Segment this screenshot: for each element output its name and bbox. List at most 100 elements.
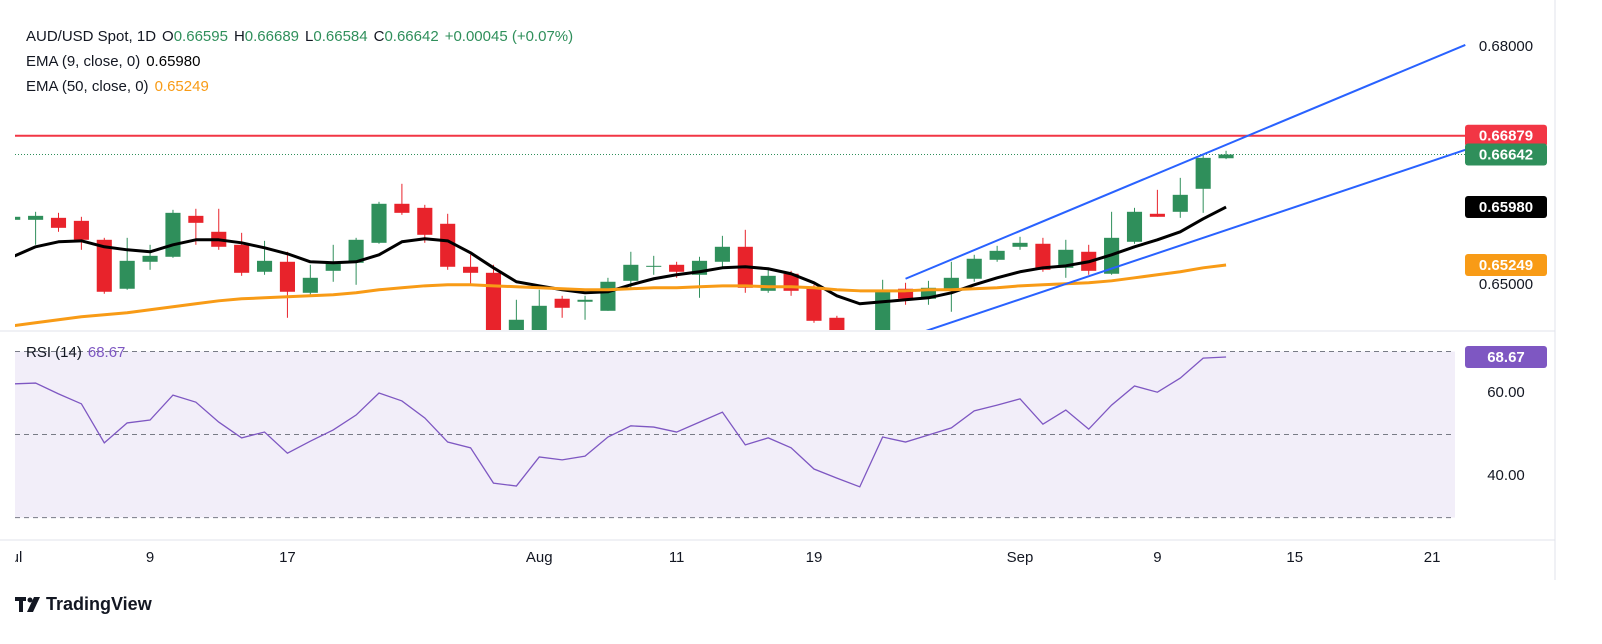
hline-label: 0.66879 xyxy=(1479,128,1533,145)
change: +0.00045 (+0.07%) xyxy=(444,28,574,45)
rsi-label: 68.67 xyxy=(1487,349,1525,366)
ema-label: 0.65249 xyxy=(1479,257,1533,274)
candle-body xyxy=(165,212,181,257)
candle-body xyxy=(577,299,593,302)
candle-body xyxy=(1035,243,1051,270)
candle-body xyxy=(234,244,250,273)
ema-value: 0.65249 xyxy=(154,78,209,95)
candle-body xyxy=(508,319,524,330)
rsi-line xyxy=(15,356,1227,488)
x-tick-label: 9 xyxy=(1153,549,1161,566)
ohlc-value: 0.66584 xyxy=(313,28,368,45)
candle-body xyxy=(394,203,410,213)
last-price-label: 0.66642 xyxy=(1479,146,1533,163)
candle-body xyxy=(15,216,21,220)
candle-body xyxy=(806,287,822,321)
candle-body xyxy=(623,264,639,281)
ohlc-value: 0.66595 xyxy=(173,28,228,45)
candle-body xyxy=(1218,154,1234,159)
candle-body xyxy=(485,272,502,330)
candle-body xyxy=(1149,213,1165,217)
candle-body xyxy=(119,260,135,289)
x-tick-label: 19 xyxy=(806,549,823,566)
candle-body xyxy=(646,265,662,267)
candle-body xyxy=(325,261,341,271)
logo-icon xyxy=(15,597,40,612)
ema-value: 0.65980 xyxy=(146,53,201,70)
candle-body xyxy=(966,258,982,279)
candle-body xyxy=(1195,157,1211,189)
legend-ema50: EMA (50, close, 0) 0.65249 xyxy=(26,78,215,95)
x-tick-label: Sep xyxy=(1007,549,1034,566)
candle-body xyxy=(371,203,387,243)
candle-body xyxy=(852,338,867,348)
candle-body xyxy=(898,288,914,299)
x-axis: Jul 9 17 Aug 11 19 Sep 9 15 21 xyxy=(3,549,1441,566)
candle-body xyxy=(875,291,891,330)
ohlc-value: 0.66642 xyxy=(384,28,439,45)
candle-body xyxy=(302,277,318,293)
x-tick-label: Jul xyxy=(3,549,22,566)
symbol: AUD/USD Spot, 1D xyxy=(26,28,157,45)
trend-line xyxy=(925,148,1466,330)
candle-body xyxy=(50,217,67,228)
candle-body xyxy=(531,305,547,330)
candle-body xyxy=(829,317,845,330)
candle-body xyxy=(920,287,937,299)
hline-label-bg xyxy=(1465,124,1547,147)
candle-body xyxy=(188,215,204,223)
ohlc-letter: H xyxy=(233,28,245,45)
candle-body xyxy=(1126,211,1143,242)
legend-rsi: RSI (14) 68.67 xyxy=(26,344,131,361)
candle-body xyxy=(417,207,433,235)
ema-label-bg xyxy=(1465,254,1547,277)
rsi-tick-label: 40.00 xyxy=(1487,467,1525,484)
x-tick-label: 15 xyxy=(1286,549,1303,566)
rsi-label-bg xyxy=(1465,346,1547,369)
candle-body xyxy=(142,255,158,262)
candle-body xyxy=(760,275,776,291)
candle-body xyxy=(279,261,295,292)
x-tick-label: 21 xyxy=(1424,549,1441,566)
ema-name: EMA (9, close, 0) xyxy=(26,53,141,70)
ohlc-letter: O xyxy=(162,28,174,45)
candle-body xyxy=(256,260,273,272)
legend-ema9: EMA (9, close, 0) 0.65980 xyxy=(26,53,206,70)
candle-body xyxy=(440,223,456,267)
x-tick-label: Aug xyxy=(526,549,553,566)
candle-body xyxy=(463,266,479,273)
rsi-tick-label: 60.00 xyxy=(1487,384,1525,401)
ema-label: 0.65980 xyxy=(1479,199,1533,216)
ohlc-letter: L xyxy=(305,28,314,45)
x-tick-label: 9 xyxy=(146,549,154,566)
ohlc-letter: C xyxy=(373,28,385,45)
candle-body xyxy=(669,264,685,272)
price-pane xyxy=(15,43,1466,348)
rsi-pane xyxy=(15,351,1455,519)
rsi-value: 68.67 xyxy=(87,344,126,361)
y-tick-label: 0.65000 xyxy=(1479,276,1533,293)
candle-body xyxy=(348,239,364,263)
candle-body xyxy=(1172,194,1188,212)
ohlc-value: 0.66689 xyxy=(244,28,300,45)
candle-body xyxy=(600,281,616,311)
trend-line xyxy=(905,43,1466,280)
legend-ohlc: AUD/USD Spot, 1D O0.66595 H0.66689 L0.66584… xyxy=(26,28,579,45)
candle-body xyxy=(943,277,959,291)
candle-body xyxy=(989,250,1005,260)
last-price-label-bg xyxy=(1465,143,1547,166)
x-tick-label: 17 xyxy=(279,549,296,566)
candle-body xyxy=(1012,242,1028,247)
ema-name: EMA (50, close, 0) xyxy=(26,78,149,95)
y-tick-label: 0.68000 xyxy=(1479,38,1533,55)
candle-body xyxy=(73,220,89,240)
candle-body xyxy=(554,298,570,308)
ema-label-bg xyxy=(1465,196,1547,219)
brand: TradingView xyxy=(46,594,153,614)
candle-body xyxy=(714,246,730,262)
rsi-name: RSI (14) xyxy=(26,344,82,361)
ema-line xyxy=(15,263,1227,328)
